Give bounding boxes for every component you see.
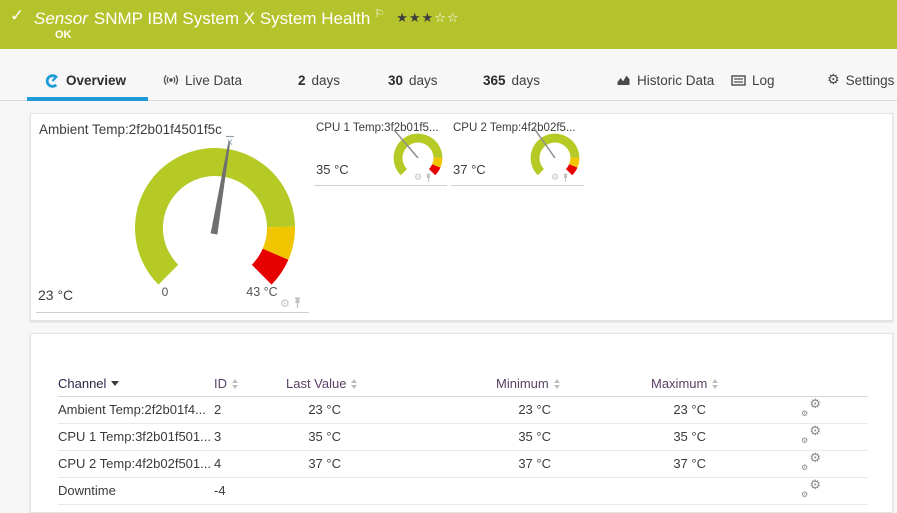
- cpu2-temp-gauge: [530, 128, 580, 176]
- channel-settings-icon[interactable]: ⚙ ⚙: [801, 451, 821, 472]
- gauge-gear-icon[interactable]: ⚙: [280, 296, 290, 310]
- sensor-status-banner: ✓ Sensor SNMP IBM System X System Health ⚐…: [0, 0, 897, 49]
- gauge-pin-icon[interactable]: [562, 173, 569, 183]
- active-tab-underline: [27, 97, 148, 101]
- column-header-maximum[interactable]: Maximum: [651, 376, 801, 391]
- column-header-minimum[interactable]: Minimum: [496, 376, 651, 391]
- mini-gauge-cpu2-temp: CPU 2 Temp:4f2b02f5... 37 °C ⚙: [451, 120, 584, 186]
- area-chart-icon: [617, 75, 630, 85]
- sort-desc-icon: [111, 381, 120, 387]
- tab-historic-data[interactable]: Historic Data: [616, 49, 714, 101]
- tab-settings[interactable]: ⚙ Settings: [827, 49, 894, 101]
- gear-icon: ⚙: [827, 72, 840, 88]
- maximum-cell: [651, 477, 801, 505]
- channel-cell: CPU 2 Temp:4f2b02f501...: [58, 450, 214, 478]
- channel-settings-icon[interactable]: ⚙ ⚙: [801, 397, 821, 418]
- sensor-type-label: Sensor: [34, 9, 88, 28]
- gauge-current-value: 37 °C: [453, 162, 486, 177]
- sort-icon: [232, 378, 238, 389]
- star-empty-icon[interactable]: ☆: [446, 10, 460, 25]
- table-row: Ambient Temp:2f2b01f4... 2 23 °C 23 °C 23 °C…: [58, 396, 868, 424]
- gauge-needle: [210, 141, 231, 235]
- log-icon: [731, 74, 746, 86]
- column-header-last-value[interactable]: Last Value: [286, 376, 496, 391]
- last-value-cell: [286, 477, 496, 505]
- channel-settings-icon[interactable]: ⚙ ⚙: [801, 478, 821, 499]
- priority-stars[interactable]: ★★★☆☆: [396, 10, 459, 25]
- tab-live-data[interactable]: Live Data: [163, 49, 242, 101]
- id-cell: 4: [214, 450, 286, 478]
- tab-overview[interactable]: Overview: [45, 49, 126, 101]
- gauge-current-value: 23 °C: [38, 287, 74, 303]
- last-value-cell: 35 °C: [286, 423, 496, 451]
- tab-live-data-label: Live Data: [185, 72, 243, 88]
- gauge-needle: [533, 128, 556, 159]
- mini-gauge-cpu1-temp: CPU 1 Temp:3f2b01f5... 35 °C ⚙: [314, 120, 447, 186]
- tab-settings-label: Settings: [845, 72, 895, 88]
- tab-overview-label: Overview: [66, 72, 127, 88]
- channel-cell: Ambient Temp:2f2b01f4...: [58, 396, 214, 424]
- sensor-title: SNMP IBM System X System Health: [93, 9, 371, 28]
- sensor-tab-bar: Overview Live Data 2 days 30 days 365 days …: [0, 49, 897, 101]
- maximum-cell: 35 °C: [651, 423, 801, 451]
- gauges-panel: Ambient Temp:2f2b01f4501f5c x 0 43 °C 23…: [30, 113, 893, 321]
- status-check-icon: ✓: [10, 6, 25, 25]
- main-gauge-ambient-temp: Ambient Temp:2f2b01f4501f5c x 0 43 °C 23…: [31, 114, 316, 320]
- gauge-icon: [45, 73, 60, 88]
- table-row: CPU 1 Temp:3f2b01f501... 3 35 °C 35 °C 35 °C…: [58, 423, 868, 451]
- status-badge: OK: [55, 29, 72, 41]
- minimum-cell: 35 °C: [496, 423, 651, 451]
- gauge-scale-min: 0: [162, 285, 169, 299]
- star-filled-icon[interactable]: ★: [408, 10, 422, 25]
- gauge-title: Ambient Temp:2f2b01f4501f5c: [39, 122, 222, 137]
- tab-log-label: Log: [752, 72, 775, 88]
- tab-log[interactable]: Log: [731, 49, 775, 101]
- channel-cell: CPU 1 Temp:3f2b01f501...: [58, 423, 214, 451]
- gauge-title: CPU 2 Temp:4f2b02f5...: [453, 122, 576, 134]
- channels-table: Channel ID Last Value Minimum Maximum Am…: [58, 372, 868, 505]
- gauge-pin-icon[interactable]: [293, 297, 302, 309]
- id-cell: 2: [214, 396, 286, 424]
- last-value-cell: 23 °C: [286, 396, 496, 424]
- gauge-title: CPU 1 Temp:3f2b01f5...: [316, 122, 439, 134]
- maximum-cell: 37 °C: [651, 450, 801, 478]
- flag-icon[interactable]: ⚐: [374, 8, 385, 20]
- sort-icon: [553, 378, 560, 389]
- id-cell: 3: [214, 423, 286, 451]
- gauge-needle: [393, 129, 419, 159]
- ambient-temp-gauge: x 0 43 °C: [135, 135, 296, 299]
- table-row: Downtime -4 ⚙ ⚙: [58, 477, 868, 505]
- gauge-gear-icon[interactable]: ⚙: [551, 172, 560, 183]
- tab-historic-data-label: Historic Data: [637, 72, 715, 88]
- average-marker-icon: x: [228, 137, 233, 148]
- tab-30-days[interactable]: 30 days: [388, 72, 438, 88]
- gauge-current-value: 35 °C: [316, 162, 349, 177]
- tab-2-days[interactable]: 2 days: [298, 72, 341, 88]
- channel-cell: Downtime: [58, 477, 214, 505]
- gauge-pin-icon[interactable]: [425, 173, 432, 183]
- minimum-cell: 23 °C: [496, 396, 651, 424]
- gauge-gear-icon[interactable]: ⚙: [414, 172, 423, 183]
- star-empty-icon[interactable]: ☆: [434, 10, 447, 25]
- column-header-id[interactable]: ID: [214, 376, 286, 391]
- minimum-cell: [496, 477, 651, 505]
- gauge-divider: [36, 312, 309, 313]
- star-filled-icon[interactable]: ★: [396, 10, 409, 25]
- star-filled-icon[interactable]: ★: [421, 10, 435, 25]
- sort-icon: [351, 378, 358, 389]
- cpu1-temp-gauge: [393, 129, 443, 176]
- channels-table-panel: Channel ID Last Value Minimum Maximum Am…: [30, 333, 893, 513]
- sort-icon: [712, 378, 719, 389]
- id-cell: -4: [214, 477, 286, 505]
- tab-365-days[interactable]: 365 days: [483, 72, 541, 88]
- column-header-channel[interactable]: Channel: [58, 376, 214, 391]
- table-row: CPU 2 Temp:4f2b02f501... 4 37 °C 37 °C 37 °C…: [58, 450, 868, 478]
- last-value-cell: 37 °C: [286, 450, 496, 478]
- maximum-cell: 23 °C: [651, 396, 801, 424]
- minimum-cell: 37 °C: [496, 450, 651, 478]
- gauge-scale-max: 43 °C: [246, 285, 277, 299]
- channel-settings-icon[interactable]: ⚙ ⚙: [801, 424, 821, 445]
- broadcast-icon: [163, 75, 179, 85]
